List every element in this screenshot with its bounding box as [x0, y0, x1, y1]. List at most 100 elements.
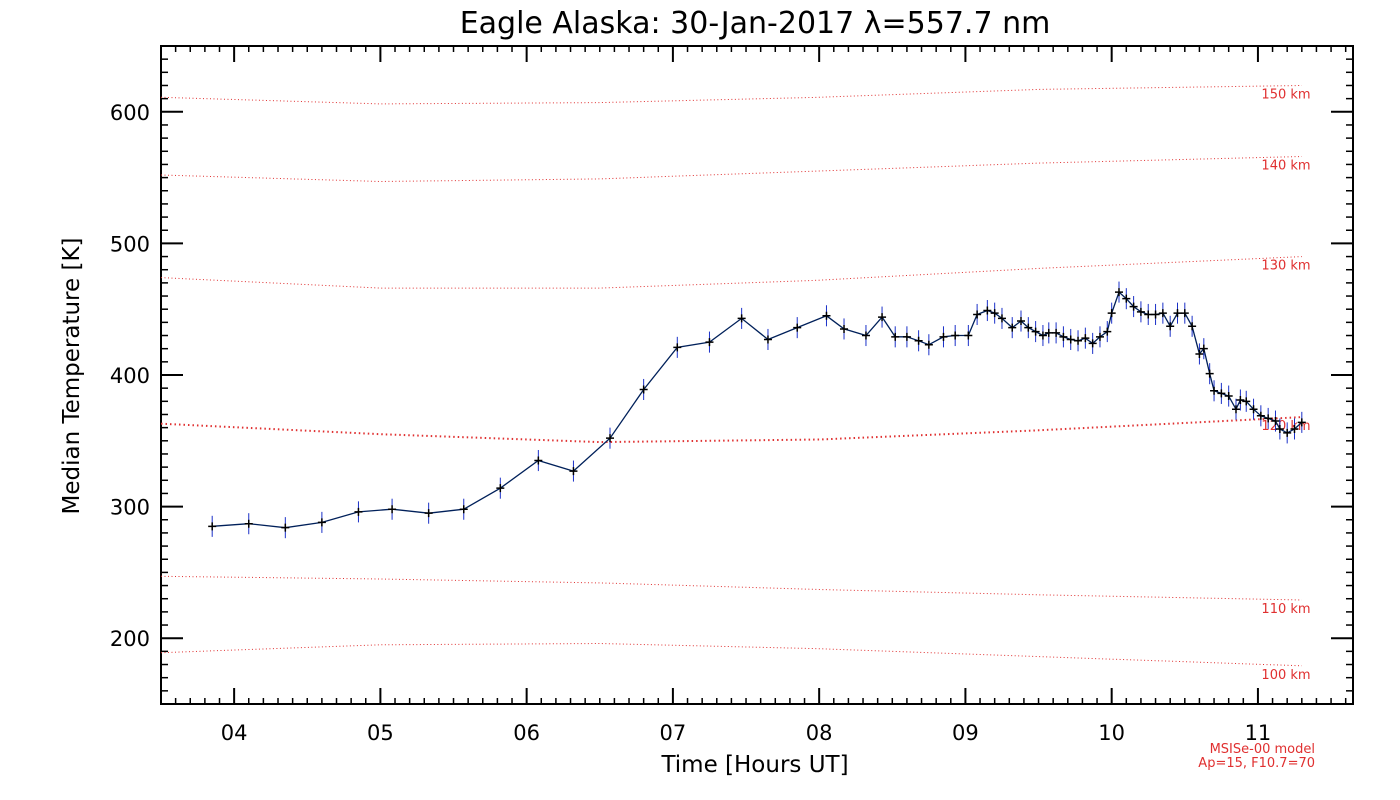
- data-point: [1044, 328, 1053, 337]
- data-point: [763, 335, 772, 344]
- data-point: [1038, 331, 1047, 340]
- data-point: [1188, 322, 1197, 331]
- data-point: [1210, 386, 1219, 395]
- data-point: [281, 523, 290, 532]
- model-curve-130-km: [161, 256, 1302, 289]
- data-point: [878, 313, 887, 322]
- x-axis-label: Time [Hours UT]: [660, 752, 848, 778]
- chart-title: Eagle Alaska: 30-Jan-2017 λ=557.7 nm: [460, 6, 1051, 41]
- data-point: [1236, 396, 1245, 405]
- model-curve-label: 140 km: [1261, 159, 1310, 174]
- data-point: [973, 310, 982, 319]
- data-point: [534, 456, 543, 465]
- y-tick-label: 600: [110, 101, 150, 125]
- model-note: MSISe-00 model: [1210, 742, 1315, 757]
- data-point: [208, 522, 217, 531]
- data-point: [1052, 328, 1061, 337]
- data-point: [1290, 424, 1299, 433]
- model-curve-label: 150 km: [1261, 87, 1310, 102]
- data-point: [354, 507, 363, 516]
- x-tick-label: 08: [806, 721, 833, 745]
- temperature-series-line: [212, 290, 1303, 529]
- data-point: [1151, 310, 1160, 319]
- data-point: [983, 306, 992, 315]
- y-tick-label: 400: [110, 364, 150, 388]
- data-point: [1205, 369, 1214, 378]
- data-point: [840, 324, 849, 333]
- data-point: [1136, 307, 1145, 316]
- x-tick-label: 05: [367, 721, 394, 745]
- data-point: [1242, 397, 1251, 406]
- data-point: [891, 332, 900, 341]
- model-params-note: Ap=15, F10.7=70: [1198, 756, 1315, 771]
- data-point: [1129, 302, 1138, 311]
- model-curve-120-km: [161, 416, 1302, 444]
- y-axis-label: Median Temperature [K]: [59, 238, 85, 515]
- data-point: [388, 505, 397, 514]
- data-point: [1256, 411, 1265, 420]
- data-point: [1122, 294, 1131, 303]
- model-curve-label: 100 km: [1261, 668, 1310, 683]
- y-tick-label: 200: [110, 627, 150, 651]
- x-tick-label: 10: [1098, 721, 1125, 745]
- data-point: [1074, 336, 1083, 345]
- data-point: [1031, 327, 1040, 336]
- data-point: [569, 467, 578, 476]
- data-point: [1166, 322, 1175, 331]
- model-curve-100-km: [161, 642, 1302, 667]
- data-point: [1180, 309, 1189, 318]
- model-curve-110-km: [161, 575, 1302, 601]
- data-point: [1158, 309, 1167, 318]
- data-point: [459, 505, 468, 514]
- plot-layer: 04 05 06 07 08 09 10 11 200 300 400 500 600 100 km 110…: [110, 45, 1354, 745]
- data-point: [939, 332, 948, 341]
- data-point: [951, 331, 960, 340]
- y-tick-label: 500: [110, 232, 150, 256]
- x-tick-label: 04: [221, 721, 248, 745]
- data-point: [1081, 334, 1090, 343]
- data-point: [902, 332, 911, 341]
- x-tick-label: 09: [952, 721, 979, 745]
- data-point: [997, 314, 1006, 323]
- data-point: [914, 336, 923, 345]
- data-point: [1024, 323, 1033, 332]
- data-point: [924, 340, 933, 349]
- data-point: [1008, 323, 1017, 332]
- data-point: [1297, 418, 1306, 427]
- data-point: [244, 519, 253, 528]
- data-point: [1249, 405, 1258, 414]
- data-point: [606, 434, 615, 443]
- data-point: [990, 309, 999, 318]
- x-tick-label: 07: [660, 721, 687, 745]
- data-point: [1017, 317, 1025, 326]
- model-curve-140-km: [161, 156, 1302, 183]
- y-tick-label: 300: [110, 496, 150, 520]
- data-point: [822, 311, 831, 320]
- x-tick-label: 06: [513, 721, 540, 745]
- data-point: [705, 338, 714, 347]
- data-point: [1107, 309, 1116, 318]
- data-point: [964, 331, 973, 340]
- data-point: [1095, 332, 1104, 341]
- data-point: [1114, 288, 1123, 297]
- data-point: [861, 331, 870, 340]
- data-point: [1059, 332, 1068, 341]
- data-point: [424, 509, 433, 518]
- data-point: [639, 385, 648, 394]
- model-curve-label: 110 km: [1261, 602, 1310, 617]
- plot-frame: [160, 45, 1354, 705]
- data-point: [1199, 344, 1208, 353]
- data-point: [1275, 424, 1284, 433]
- data-point: [1103, 327, 1112, 336]
- data-point: [1173, 309, 1182, 318]
- data-point: [737, 314, 746, 323]
- data-point: [1271, 417, 1280, 426]
- data-point: [1066, 335, 1075, 344]
- data-point: [793, 323, 802, 332]
- data-point: [1195, 349, 1204, 358]
- data-point: [317, 518, 326, 527]
- x-tick-label: 11: [1245, 721, 1272, 745]
- data-point: [1144, 310, 1153, 319]
- data-point: [1088, 339, 1097, 348]
